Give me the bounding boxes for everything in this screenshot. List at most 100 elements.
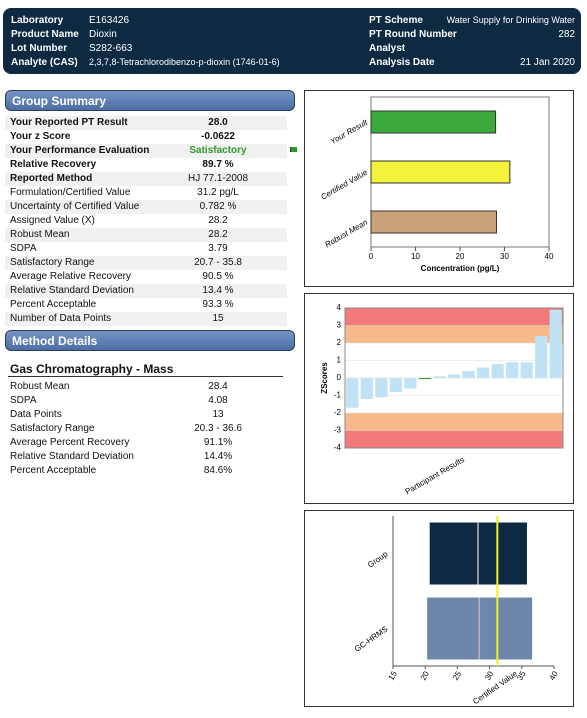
bar: [506, 362, 519, 378]
bar: [370, 210, 497, 234]
row-value: 28.2: [208, 215, 228, 226]
row-label: Your Reported PT Result: [10, 117, 128, 128]
x-tick-label: 20: [456, 252, 465, 261]
bar: [360, 378, 373, 399]
table-row: Robust Mean 28.4: [5, 380, 287, 394]
row-label: Robust Mean: [10, 229, 70, 240]
header-label: Analyst: [369, 43, 406, 54]
bar: [370, 160, 511, 184]
row-label: SDPA: [10, 395, 37, 406]
table-row: Data Points 13: [5, 408, 287, 422]
row-label: Satisfactory Range: [10, 423, 95, 434]
row-value: 93.3 %: [202, 299, 234, 310]
header-label: PT Scheme: [369, 15, 423, 26]
method-title: Gas Chromatography - Mass: [10, 362, 174, 376]
row-value: 15: [212, 313, 224, 324]
row-value: HJ 77.1-2008: [187, 173, 249, 184]
y-tick-label: -1: [334, 391, 342, 400]
table-row: Satisfactory Range 20.7 - 35.8: [5, 256, 287, 270]
row-label: Percent Acceptable: [10, 299, 97, 310]
header-label: Laboratory: [11, 15, 64, 26]
row-label: Relative Recovery: [10, 159, 97, 170]
table-row: Robust Mean 28.2: [5, 228, 287, 242]
row-value: 4.08: [208, 395, 228, 406]
chart: 0 10 20 30 40 Concentration (pg/L) Your Result…: [304, 90, 574, 287]
table-row: Average Percent Recovery 91.1%: [5, 436, 287, 450]
row-label: Satisfactory Range: [10, 257, 95, 268]
reference-label: Certified Value: [471, 669, 519, 706]
chart: -4 -3 -2 -1 0 1 2 3 4 ZScores Participant Results: [304, 293, 574, 504]
header-value: 2,3,7,8-Tetrachlorodibenzo-p-dioxin (174…: [89, 57, 280, 67]
table-row: Assigned Value (X) 28.2: [5, 214, 287, 228]
table-row: Relative Standard Deviation 13.4 %: [5, 284, 287, 298]
bar: [375, 378, 388, 398]
row-value: 89.7 %: [202, 159, 234, 170]
header-label: Product Name: [11, 29, 79, 40]
band: [345, 413, 563, 431]
bar: [389, 378, 402, 392]
header-value: E163426: [89, 15, 130, 26]
row-value: 31.2 pg/L: [197, 187, 239, 198]
bar: [418, 378, 432, 380]
category-label: Certified Value: [319, 167, 369, 201]
table-row: Percent Acceptable 84.6%: [5, 464, 287, 478]
row-value: -0.0622: [201, 131, 235, 142]
bar: [476, 367, 490, 378]
x-tick-label: 40: [545, 252, 554, 261]
table-row: Relative Recovery 89.7 %: [5, 158, 287, 172]
row-label: Reported Method: [10, 173, 93, 184]
row-label: Assigned Value (X): [10, 215, 95, 226]
table-row: SDPA 3.79: [5, 242, 287, 256]
band: [345, 308, 563, 326]
y-tick-label: 4: [337, 303, 342, 312]
row-value: 14.4%: [203, 451, 233, 462]
x-tick-label: 30: [500, 252, 509, 261]
section-header: Group Summary: [5, 90, 295, 111]
header-value: S282-663: [89, 43, 133, 54]
category-label: GC-HRMS: [353, 624, 389, 653]
bar: [370, 110, 497, 134]
bar: [520, 362, 533, 378]
x-tick-label: 40: [548, 669, 561, 682]
y-tick-label: 2: [337, 338, 342, 347]
table-row: Uncertainty of Certified Value 0.782 %: [5, 200, 287, 214]
bar: [491, 364, 504, 378]
row-label: Robust Mean: [10, 381, 70, 392]
row-label: Percent Acceptable: [10, 465, 97, 476]
row-value: 20.3 - 36.6: [194, 423, 242, 434]
header-value: Dioxin: [89, 29, 117, 40]
header: Laboratory E163426 Product Name Dioxin Lot N…: [3, 8, 581, 74]
band: [345, 430, 563, 448]
table-row: SDPA 4.08: [5, 394, 287, 408]
row-label: Formulation/Certified Value: [10, 187, 131, 198]
table-row: Number of Data Points 15: [5, 312, 287, 326]
x-tick-label: 25: [451, 669, 464, 682]
row-value: 3.79: [208, 243, 228, 254]
divider: [8, 376, 283, 377]
x-tick-label: 20: [419, 669, 432, 682]
header-value: Water Supply for Drinking Water: [446, 15, 575, 25]
category-label: Group: [366, 549, 390, 569]
bar: [462, 371, 475, 378]
table-row: Your Performance Evaluation Satisfactory: [5, 144, 297, 158]
band: [345, 325, 563, 343]
y-tick-label: 3: [337, 321, 342, 330]
row-label: Number of Data Points: [10, 313, 112, 324]
row-value: 91.1%: [203, 437, 233, 448]
y-axis-label: ZScores: [320, 362, 329, 394]
table-row: Reported Method HJ 77.1-2008: [5, 172, 287, 186]
row-value: 28.4: [208, 381, 228, 392]
x-tick-label: 30: [483, 669, 496, 682]
row-label: Relative Standard Deviation: [10, 451, 134, 462]
y-tick-label: -3: [334, 426, 342, 435]
row-value: 28.2: [208, 229, 228, 240]
x-tick-label: 15: [387, 669, 400, 682]
table-row: Your Reported PT Result 28.0: [5, 116, 287, 130]
flag-icon: [290, 147, 297, 152]
row-value: 90.5 %: [202, 271, 234, 282]
row-value: Satisfactory: [189, 145, 247, 156]
bar: [433, 376, 446, 378]
section-header: Method Details: [5, 330, 295, 351]
bar: [447, 374, 461, 378]
